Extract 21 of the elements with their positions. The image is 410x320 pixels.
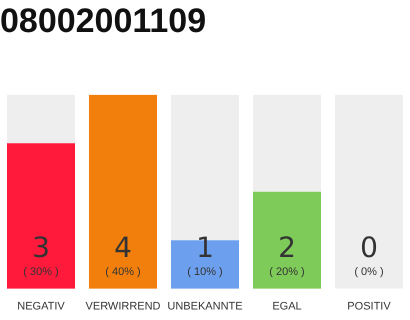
bar (6, 94, 76, 144)
data-label: ( 40% ) (105, 266, 141, 278)
annotation: ( 0% ) (354, 266, 384, 278)
data-label: ( 30% ) (23, 266, 59, 278)
x-tick-label: NEGATIV (17, 300, 66, 312)
bar (252, 192, 322, 289)
annotation: 2 (278, 230, 296, 264)
x-tick-label: EGAL (272, 300, 302, 312)
bar (6, 143, 76, 289)
bar (252, 94, 322, 192)
x-tick-label: POSITIV (347, 300, 392, 312)
data-label: ( 20% ) (269, 266, 305, 278)
annotation: 0 (360, 230, 378, 264)
annotation: 1 (196, 230, 214, 264)
annotation: 3 (32, 230, 50, 264)
bar (88, 94, 158, 289)
annotation: 4 (114, 230, 132, 264)
x-tick-label: UNBEKANNTE (167, 300, 243, 312)
x-tick-label: VERWIRREND (86, 300, 161, 312)
data-label: ( 10% ) (187, 266, 223, 278)
chart-title: 08002001109 (0, 2, 206, 40)
